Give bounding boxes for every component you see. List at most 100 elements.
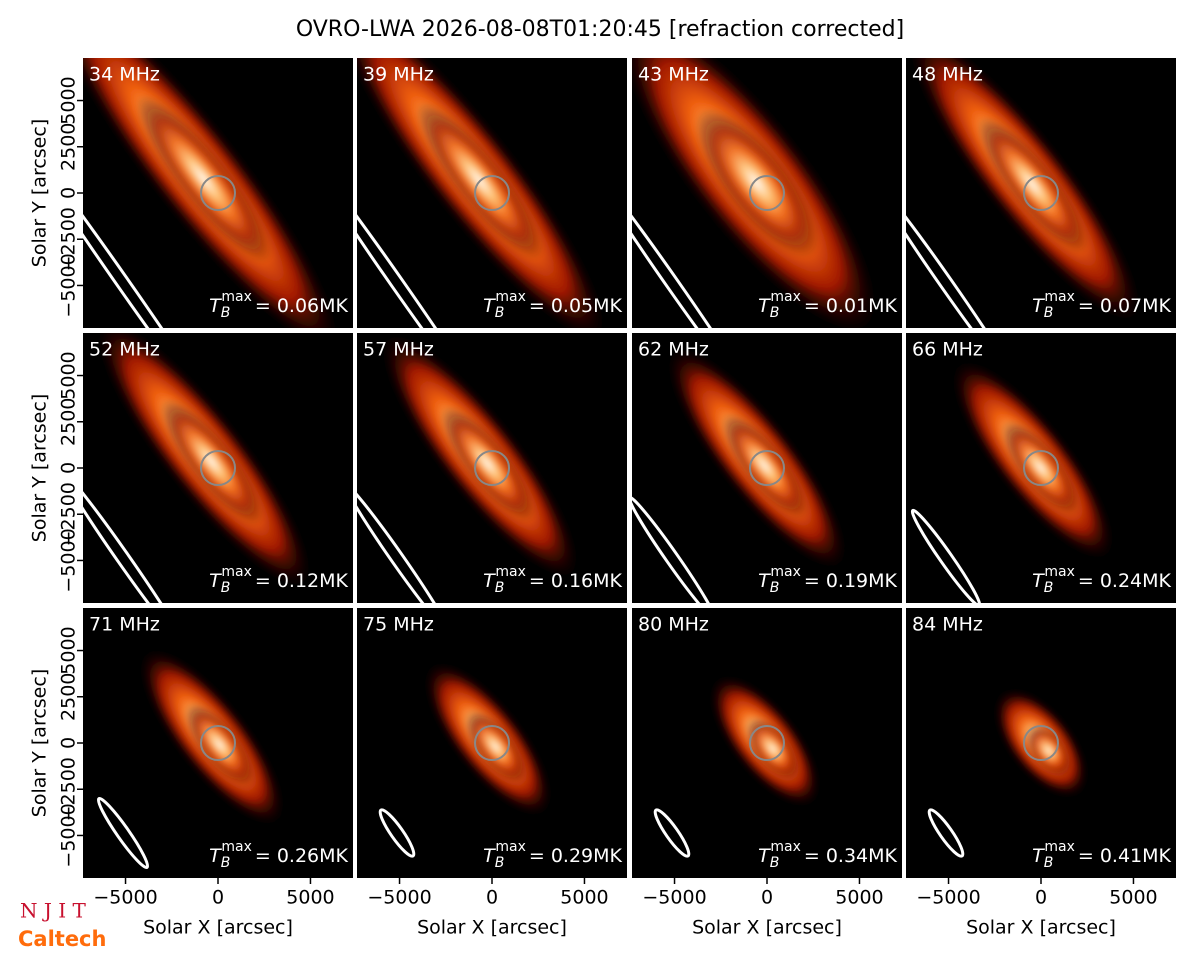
x-axis-label: Solar X [arcsec] (966, 917, 1116, 939)
beam (910, 508, 982, 603)
solar-disk (749, 450, 785, 486)
beam (653, 808, 691, 858)
y-tick-label: −2500 (58, 207, 80, 271)
y-tick-label: 5000 (58, 76, 80, 124)
freq-label: 52 MHz (89, 339, 160, 361)
y-tick-label: 0 (58, 462, 80, 474)
x-tick-label: −5000 (916, 887, 980, 909)
tb-sub: B (221, 580, 231, 596)
y-tick-label: −5000 (58, 803, 80, 867)
emission-core (1002, 421, 1080, 515)
panel-image (632, 58, 881, 328)
beam (378, 808, 416, 858)
tb-sup: max (221, 564, 252, 580)
freq-label: 62 MHz (638, 339, 709, 361)
x-tick-label: 0 (486, 887, 498, 909)
solar-disk (749, 175, 785, 211)
tb-label: TBmax = 0.06MK (209, 289, 348, 321)
y-tick-label: −2500 (58, 482, 80, 546)
tb-symbol: T (758, 845, 771, 867)
tb-label: TBmax = 0.26MK (209, 839, 348, 871)
beam (357, 155, 487, 328)
y-tick-label: −5000 (58, 528, 80, 592)
tb-sub: B (1044, 305, 1054, 321)
freq-label: 66 MHz (912, 339, 983, 361)
panel-image (378, 661, 553, 858)
tb-symbol: T (1032, 570, 1045, 592)
emission-core (185, 704, 255, 786)
solar-disk (200, 725, 236, 761)
tb-sub: B (770, 305, 780, 321)
tb-symbol: T (209, 845, 222, 867)
panel-image (632, 345, 849, 603)
tb-sup: max (1044, 839, 1075, 855)
panel-image (927, 688, 1089, 858)
panel-image (83, 333, 314, 603)
logo-caltech: Caltech (18, 927, 106, 951)
tb-sup: max (770, 564, 801, 580)
panel-image (83, 58, 342, 328)
tb-label: TBmax = 0.19MK (758, 564, 897, 596)
tb-label: TBmax = 0.12MK (209, 564, 348, 596)
x-tick-label: 5000 (835, 887, 883, 909)
tb-value: = 0.16MK (529, 570, 623, 592)
tb-sup: max (770, 839, 801, 855)
y-tick-label: −2500 (58, 757, 80, 821)
freq-label: 84 MHz (912, 614, 983, 636)
x-axis-label: Solar X [arcsec] (143, 917, 293, 939)
beam (83, 469, 186, 603)
tb-sup: max (495, 839, 526, 855)
y-tick-label: 5000 (58, 626, 80, 674)
tb-symbol: T (1032, 295, 1045, 317)
freq-label: 34 MHz (89, 64, 160, 86)
tb-sub: B (495, 305, 505, 321)
emission-core (441, 407, 535, 521)
tb-value: = 0.34MK (804, 845, 898, 867)
logo-njit: N J I T (20, 899, 86, 923)
tb-label: TBmax = 0.01MK (758, 289, 897, 321)
x-tick-label: 0 (1035, 887, 1047, 909)
solar-disk (1023, 450, 1059, 486)
tb-label: TBmax = 0.34MK (758, 839, 897, 871)
tb-label: TBmax = 0.24MK (1032, 564, 1171, 596)
y-tick-label: 2500 (58, 398, 80, 446)
tb-symbol: T (758, 570, 771, 592)
beam (96, 796, 150, 870)
x-tick-label: −5000 (93, 887, 157, 909)
x-tick-label: −5000 (367, 887, 431, 909)
panel-image (96, 647, 286, 870)
x-tick-label: −5000 (642, 887, 706, 909)
tb-sup: max (495, 289, 526, 305)
tb-sub: B (770, 580, 780, 596)
tb-label: TBmax = 0.07MK (1032, 289, 1171, 321)
solar-disk (1023, 725, 1059, 761)
beam (632, 168, 753, 328)
tb-sub: B (495, 580, 505, 596)
emission-core (696, 109, 818, 257)
tb-symbol: T (758, 295, 771, 317)
emission-core (1026, 725, 1072, 777)
tb-value: = 0.19MK (804, 570, 898, 592)
y-tick-label: 5000 (58, 351, 80, 399)
tb-label: TBmax = 0.16MK (483, 564, 622, 596)
freq-label: 48 MHz (912, 64, 983, 86)
freq-label: 57 MHz (363, 339, 434, 361)
beam (83, 142, 223, 328)
freq-label: 39 MHz (363, 64, 434, 86)
emission-core (722, 414, 808, 518)
tb-value: = 0.24MK (1078, 570, 1172, 592)
x-axis-label: Solar X [arcsec] (692, 917, 842, 939)
beam (632, 495, 717, 603)
y-axis-label: Solar Y [arcsec] (29, 669, 51, 817)
x-tick-label: 5000 (286, 887, 334, 909)
tb-value: = 0.12MK (255, 570, 349, 592)
x-tick-label: 5000 (560, 887, 608, 909)
freq-label: 75 MHz (363, 614, 434, 636)
panel-image (906, 58, 1144, 328)
y-tick-label: −5000 (58, 253, 80, 317)
tb-symbol: T (209, 295, 222, 317)
tb-sup: max (1044, 289, 1075, 305)
panel-image (357, 333, 581, 603)
tb-value: = 0.26MK (255, 845, 349, 867)
